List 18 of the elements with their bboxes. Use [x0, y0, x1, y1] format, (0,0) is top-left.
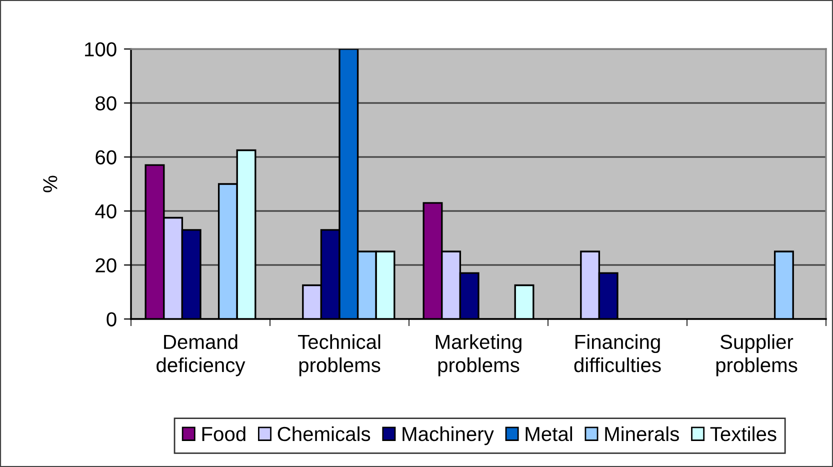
y-tick-label: 0: [106, 312, 116, 326]
x-tick-label: Marketing problems: [436, 334, 522, 376]
y-axis-title: %: [43, 176, 58, 192]
y-tick-label: 40: [95, 204, 116, 218]
legend-label: Machinery: [402, 426, 494, 446]
legend-label: Food: [202, 426, 246, 442]
legend-label: Minerals: [605, 426, 679, 442]
legend-label: Textiles: [710, 426, 776, 442]
x-tick-label: Supplier problems: [716, 334, 798, 376]
x-tick-label: Financing difficulties: [574, 334, 661, 372]
y-tick-label: 100: [85, 42, 116, 56]
legend-label: Chemicals: [278, 426, 370, 442]
y-tick-label: 20: [96, 258, 116, 272]
y-tick-label: 60: [96, 150, 116, 164]
x-tick-label: Demand deficiency: [156, 334, 246, 376]
legend-label: Metal: [526, 426, 572, 442]
y-tick-label: 80: [96, 96, 116, 110]
x-tick-label: Technical problems: [298, 334, 380, 376]
